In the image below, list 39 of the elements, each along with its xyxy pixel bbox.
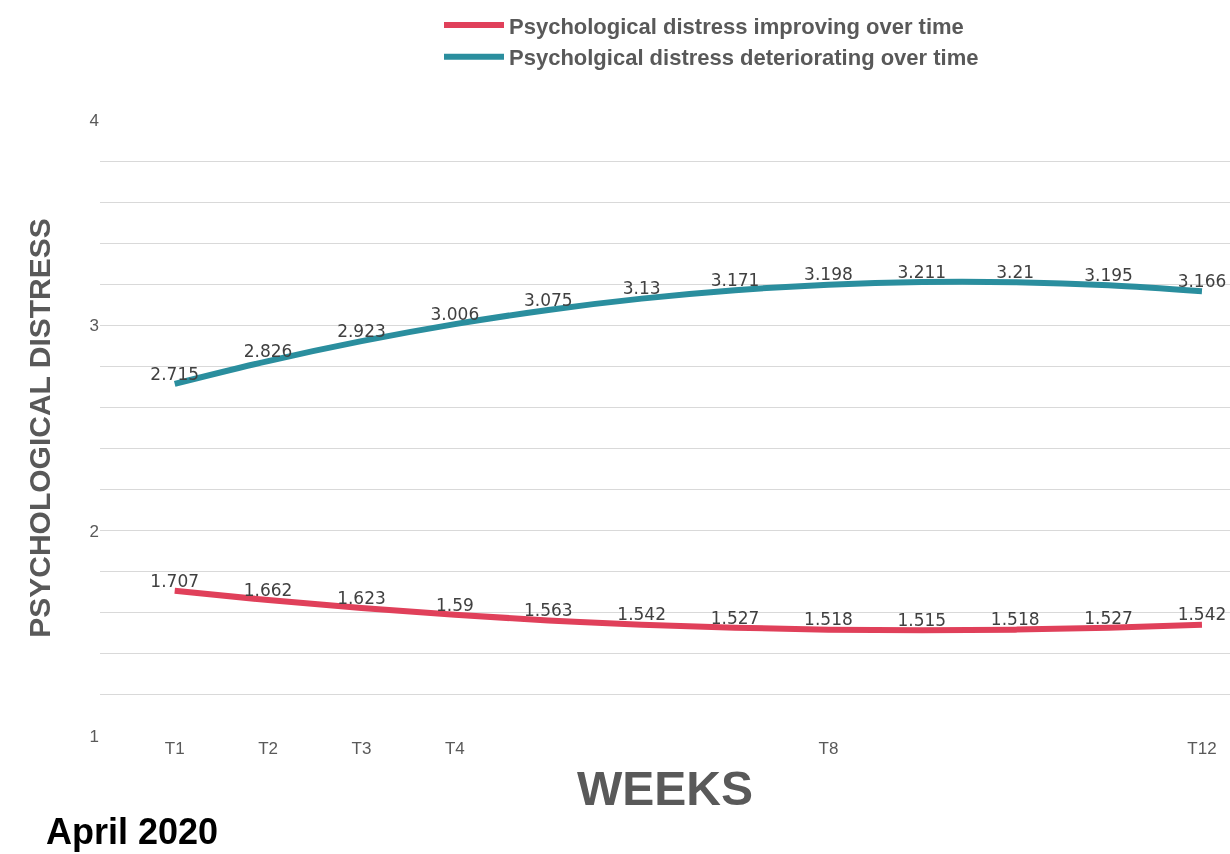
data-label: 1.59 xyxy=(435,594,474,615)
data-label: 1.707 xyxy=(150,570,200,591)
x-tick-label: T2 xyxy=(258,739,279,758)
y-tick-label: 2 xyxy=(89,521,99,541)
data-label: 3.166 xyxy=(1177,271,1227,291)
data-label: 3.075 xyxy=(523,289,573,310)
data-label: 3.006 xyxy=(430,303,480,324)
data-label: 1.623 xyxy=(337,587,386,608)
data-label: 3.198 xyxy=(804,264,853,285)
data-label: 1.527 xyxy=(710,607,760,628)
legend-label: Psychological distress improving over time xyxy=(509,13,964,39)
y-axis-title: PSYCHOLOGICAL DISTRESS xyxy=(22,218,56,638)
data-label: 3.21 xyxy=(996,261,1035,282)
x-tick-label: T4 xyxy=(444,739,465,758)
x-tick-label: T8 xyxy=(818,739,839,758)
data-label: 3.195 xyxy=(1084,265,1133,286)
x-tick-label: T1 xyxy=(164,739,185,758)
data-label: 2.826 xyxy=(243,340,293,361)
y-tick-label: 4 xyxy=(89,110,99,130)
data-label: 1.515 xyxy=(897,610,947,630)
data-label: 1.518 xyxy=(804,609,853,630)
text: April 2020 xyxy=(46,811,219,852)
y-tick-label: 1 xyxy=(89,726,99,746)
data-label: 2.923 xyxy=(337,320,386,341)
data-label: 3.13 xyxy=(622,278,661,299)
y-tick-label: 3 xyxy=(89,316,99,336)
data-label: 3.211 xyxy=(897,261,947,282)
legend-label: Psycholgical distress deteriorating over time xyxy=(509,45,979,71)
data-label: 1.662 xyxy=(243,579,293,600)
data-label: 1.542 xyxy=(1177,604,1227,625)
data-label: 1.542 xyxy=(617,604,666,625)
x-tick-label: T12 xyxy=(1187,739,1217,758)
data-label: 1.527 xyxy=(1084,607,1133,628)
data-label: 2.715 xyxy=(150,363,200,384)
data-label: 3.171 xyxy=(710,269,760,290)
x-axis-title: WEEKS xyxy=(576,762,754,816)
data-label: 1.563 xyxy=(523,600,573,621)
data-label: 1.518 xyxy=(990,609,1040,630)
x-tick-label: T3 xyxy=(351,739,372,758)
